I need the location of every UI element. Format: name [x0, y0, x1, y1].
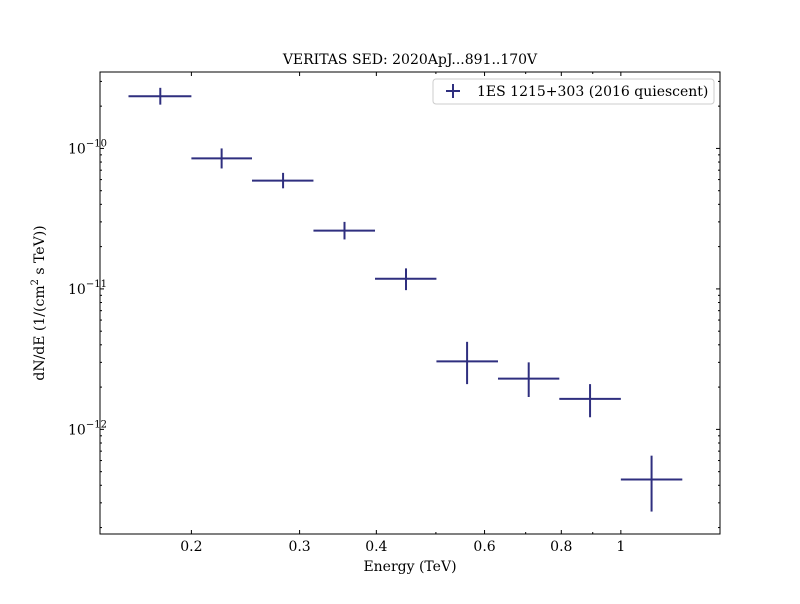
- data-point: [191, 148, 252, 169]
- x-tick-label: 0.2: [180, 539, 202, 555]
- y-tick-label: 10−10: [68, 138, 107, 157]
- data-point: [497, 362, 560, 398]
- legend-entry-label: 1ES 1215+303 (2016 quiescent): [477, 84, 708, 100]
- x-tick-label: 0.6: [473, 539, 495, 555]
- y-axis-ticks: 10−10 10−11 10−12: [68, 80, 720, 529]
- chart-title: VERITAS SED: 2020ApJ...891..170V: [282, 52, 538, 68]
- data-point: [620, 455, 683, 512]
- data-point: [436, 341, 498, 385]
- data-points: [128, 87, 683, 512]
- y-axis-label: dN/dE (1/(cm2 s TeV)): [30, 225, 48, 380]
- y-axis-label-main: dN/dE (1/(cm: [32, 285, 48, 380]
- x-tick-label: 0.8: [550, 539, 572, 555]
- data-point: [128, 87, 192, 105]
- legend: 1ES 1215+303 (2016 quiescent): [432, 78, 715, 105]
- data-point: [313, 221, 376, 240]
- y-tick-label: 10−12: [68, 419, 107, 438]
- y-axis-label-superscript: 2: [30, 279, 41, 285]
- x-axis-label: Energy (TeV): [363, 559, 456, 575]
- y-axis-label-rest: s TeV)): [32, 225, 48, 279]
- plot-area: 0.2 0.3 0.4 0.6 0.8 1 10−10 10−11 10−12: [68, 71, 721, 555]
- data-point: [559, 384, 621, 418]
- data-point: [251, 172, 314, 189]
- data-point: [375, 268, 437, 291]
- legend-box: [432, 78, 715, 105]
- y-tick-label: 10−11: [68, 279, 107, 298]
- x-axis-ticks: 0.2 0.3 0.4 0.6 0.8 1: [180, 72, 625, 555]
- x-tick-label: 0.4: [365, 539, 387, 555]
- x-tick-label: 1: [616, 539, 625, 555]
- legend-marker-icon: [446, 84, 460, 98]
- x-tick-label: 0.3: [288, 539, 310, 555]
